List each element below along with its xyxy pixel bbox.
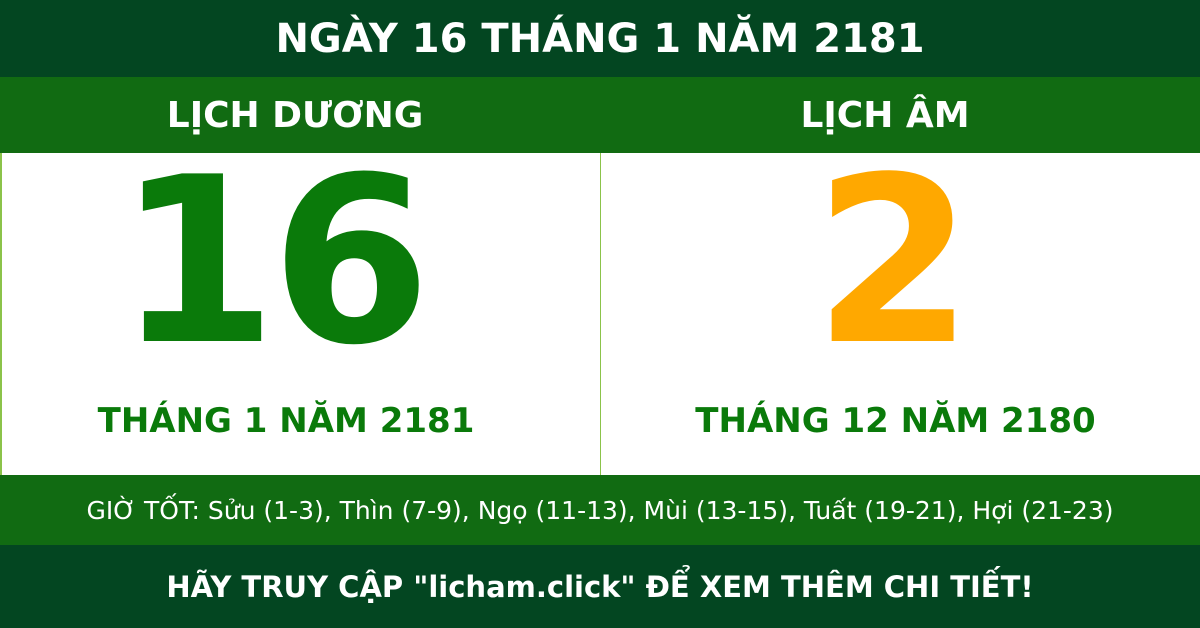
solar-month-year: THÁNG 1 NĂM 2181 [97, 401, 475, 441]
lunar-month-year: THÁNG 12 NĂM 2180 [695, 401, 1096, 441]
footer-cta: HÃY TRUY CẬP "licham.click" ĐỂ XEM THÊM … [0, 545, 1200, 628]
lunar-calendar-header: LỊCH ÂM [800, 94, 970, 136]
lunar-panel: 2 THÁNG 12 NĂM 2180 [600, 148, 1200, 475]
solar-panel: 16 THÁNG 1 NĂM 2181 [0, 148, 600, 475]
good-hours: GIỜ TỐT: Sửu (1-3), Thìn (7-9), Ngọ (11-… [0, 475, 1200, 545]
solar-calendar-header: LỊCH DƯƠNG [166, 94, 424, 136]
solar-day: 16 [116, 129, 431, 396]
lunar-day: 2 [813, 129, 973, 396]
calendar-headers: LỊCH DƯƠNG LỊCH ÂM [0, 77, 1200, 153]
page-title: NGÀY 16 THÁNG 1 NĂM 2181 [0, 0, 1200, 77]
